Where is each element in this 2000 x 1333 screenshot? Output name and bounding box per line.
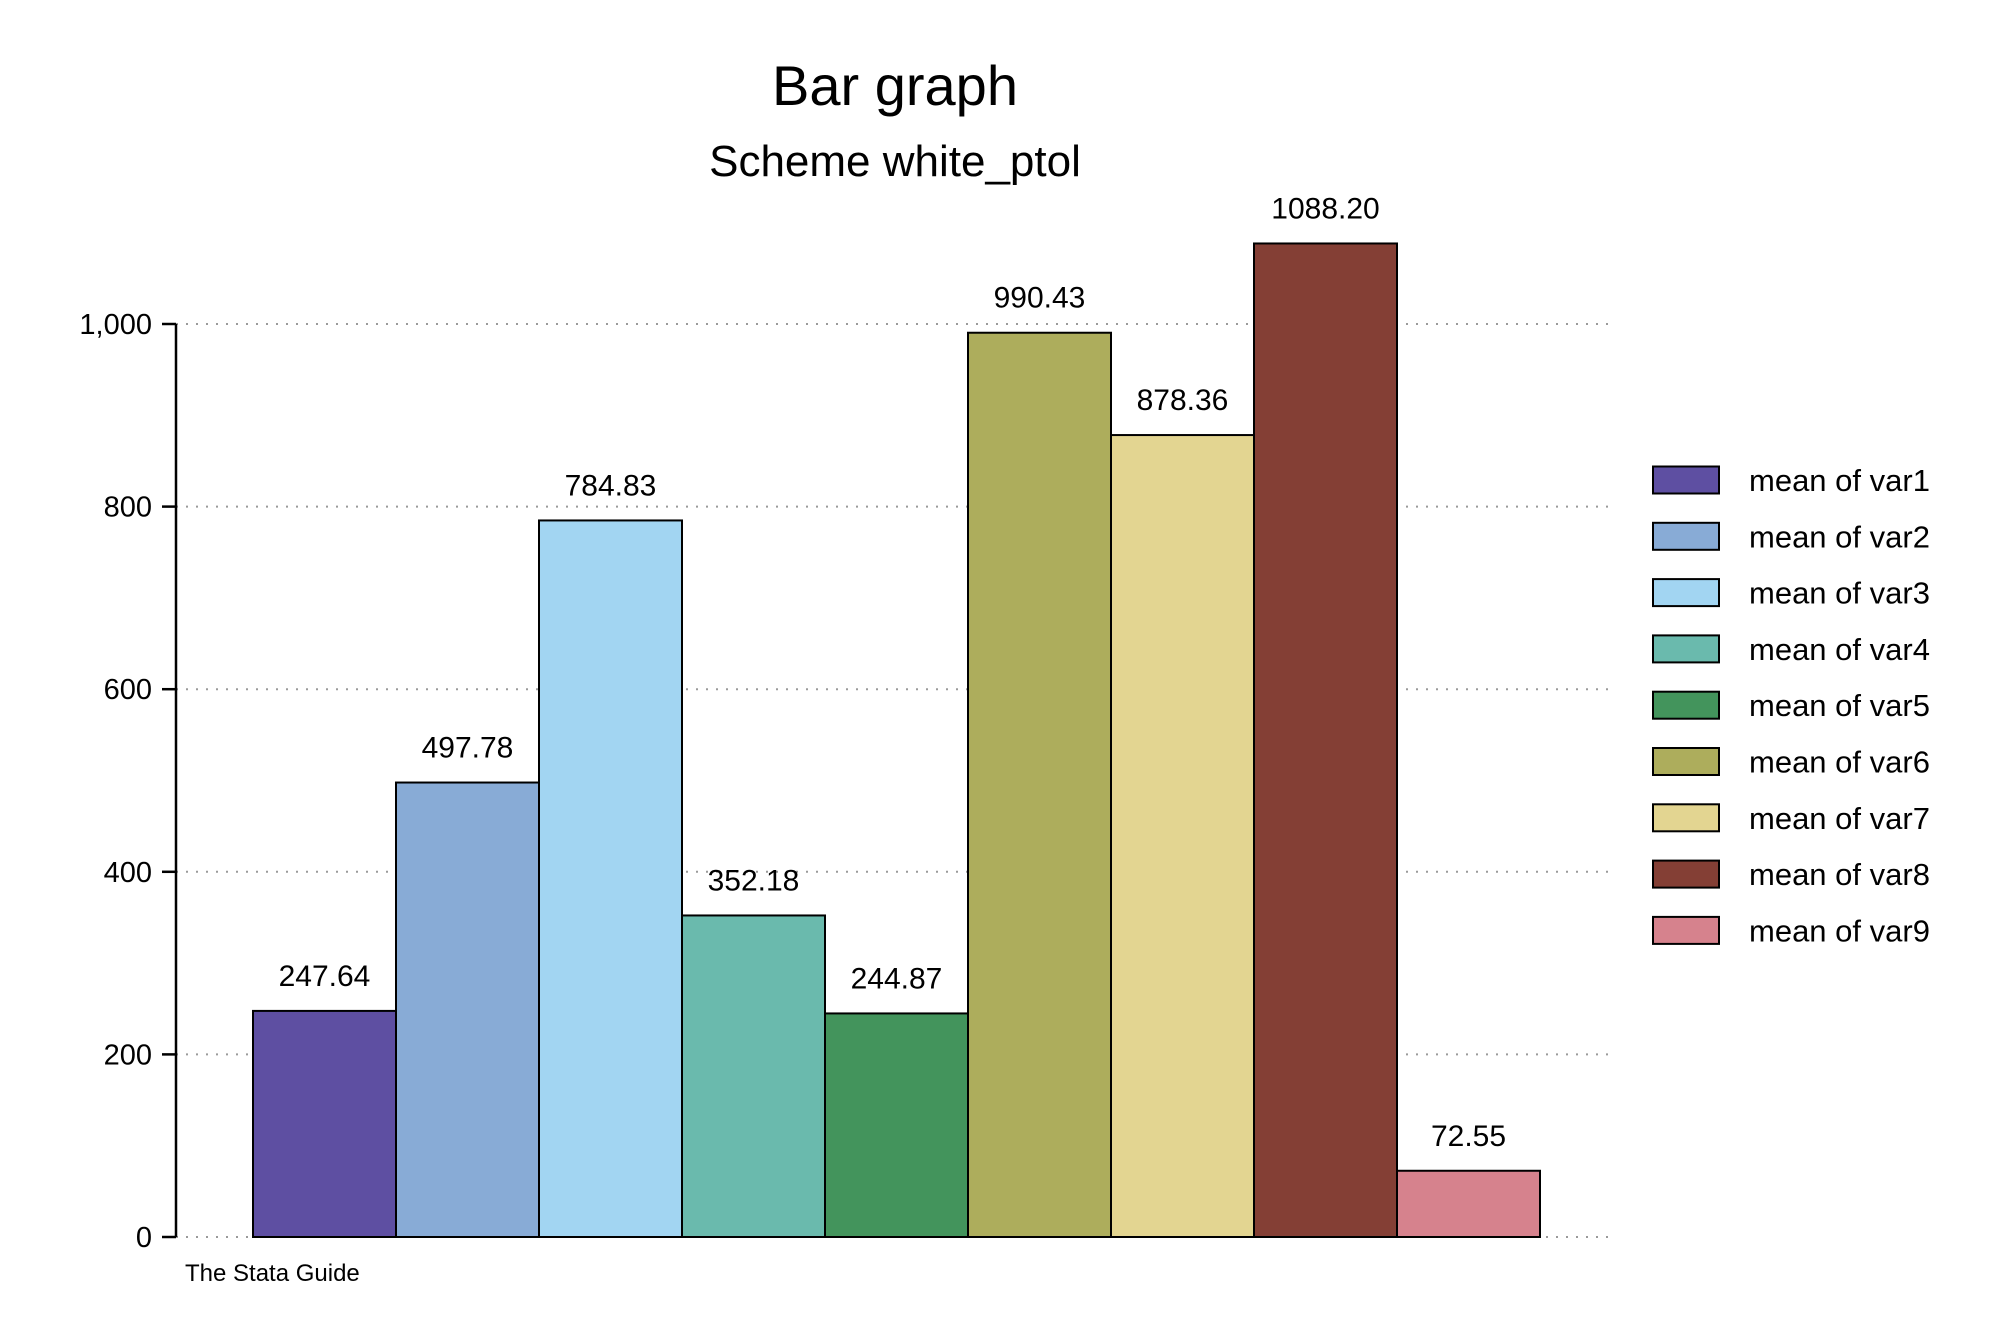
legend-swatch — [1652, 859, 1720, 889]
bar — [1396, 1169, 1541, 1238]
legend-swatch — [1652, 803, 1720, 833]
legend-swatch — [1652, 915, 1720, 945]
legend-label: mean of var2 — [1749, 519, 1930, 554]
legend-label: mean of var5 — [1749, 688, 1930, 723]
legend-label: mean of var4 — [1749, 632, 1930, 667]
legend-label: mean of var8 — [1749, 857, 1930, 892]
bar — [252, 1009, 397, 1238]
legend-swatch — [1652, 634, 1720, 664]
y-axis: 0 200 400 600 800 1,000 — [79, 309, 178, 1254]
bars: 247.64 497.78 784.83 352.18 244.87 990.43 878.… — [252, 192, 1541, 1239]
chart-title: Bar graph — [772, 54, 1018, 117]
legend-swatch — [1652, 465, 1720, 495]
legend-swatch — [1652, 578, 1720, 608]
bar-value-label: 244.87 — [851, 962, 943, 995]
bar — [967, 331, 1112, 1238]
bar-value-label: 247.64 — [279, 960, 371, 993]
bar-value-label: 784.83 — [565, 469, 657, 502]
legend-label: mean of var3 — [1749, 576, 1930, 611]
bar-value-label: 352.18 — [708, 864, 800, 897]
bar-value-label: 990.43 — [994, 282, 1086, 315]
bar-value-label: 72.55 — [1431, 1120, 1506, 1153]
legend-label: mean of var6 — [1749, 745, 1930, 780]
y-tick-label: 600 — [104, 674, 152, 706]
chart-subtitle: Scheme white_ptol — [709, 137, 1081, 186]
bar-value-label: 497.78 — [422, 732, 514, 765]
bar — [824, 1012, 969, 1239]
legend-swatch — [1652, 690, 1720, 720]
legend-label: mean of var1 — [1749, 463, 1930, 498]
legend-swatch — [1652, 747, 1720, 776]
chart-note: The Stata Guide — [185, 1260, 360, 1287]
y-tick-label: 1,000 — [79, 309, 152, 341]
y-tick-label: 400 — [104, 857, 152, 889]
bar — [395, 781, 540, 1238]
bar — [681, 914, 826, 1238]
legend: mean of var1 mean of var2 mean of var3 mean… — [1652, 463, 1930, 948]
y-tick-label: 200 — [104, 1039, 152, 1071]
bar — [1110, 434, 1255, 1238]
legend-swatch — [1652, 521, 1720, 551]
bar-value-label: 1088.20 — [1271, 192, 1379, 225]
legend-label: mean of var9 — [1749, 913, 1930, 948]
y-tick-label: 0 — [136, 1222, 152, 1254]
bar-value-label: 878.36 — [1137, 384, 1229, 417]
bar — [1253, 242, 1398, 1239]
legend-label: mean of var7 — [1749, 801, 1930, 836]
y-tick-label: 800 — [104, 492, 152, 524]
bar — [538, 519, 683, 1238]
